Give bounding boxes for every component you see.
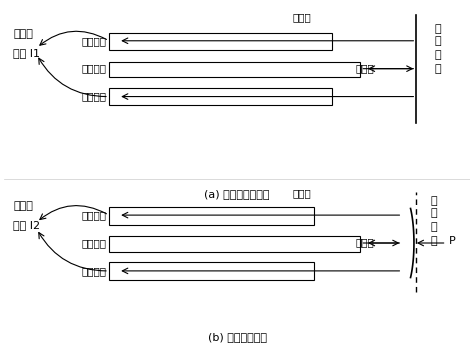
Text: 片: 片 <box>435 64 442 74</box>
Text: 反: 反 <box>430 196 437 206</box>
Text: 接受光: 接受光 <box>13 201 33 211</box>
Text: P: P <box>449 236 456 246</box>
Text: 反射光: 反射光 <box>293 188 311 198</box>
Text: 接收光纤: 接收光纤 <box>82 36 107 46</box>
Text: 弹: 弹 <box>430 222 437 232</box>
Text: 接收光纤: 接收光纤 <box>82 266 107 276</box>
Text: 弹: 弹 <box>435 50 442 60</box>
Text: (a) 反射面不受压力: (a) 反射面不受压力 <box>204 189 270 199</box>
Text: 接收光纤: 接收光纤 <box>82 91 107 101</box>
Text: 出射光: 出射光 <box>356 237 374 247</box>
Bar <box>109 33 332 50</box>
Text: 片: 片 <box>430 236 437 246</box>
Text: 接受光: 接受光 <box>13 29 33 39</box>
Text: 出射光: 出射光 <box>356 63 374 73</box>
Text: 射: 射 <box>435 36 442 46</box>
Text: 射: 射 <box>430 208 437 218</box>
Text: 强度 I2: 强度 I2 <box>13 220 41 230</box>
Bar <box>109 236 360 252</box>
Text: 反射光: 反射光 <box>293 12 311 22</box>
Bar <box>109 62 360 77</box>
Bar <box>109 207 314 225</box>
Bar <box>109 88 332 105</box>
Text: 入射光纤: 入射光纤 <box>82 238 107 248</box>
Text: 反: 反 <box>435 24 442 34</box>
Text: 入射光纤: 入射光纤 <box>82 64 107 74</box>
Text: (b) 反射面受压力: (b) 反射面受压力 <box>208 332 266 342</box>
Text: 强度 I1: 强度 I1 <box>13 48 40 58</box>
Bar <box>109 262 314 280</box>
Text: 接收光纤: 接收光纤 <box>82 210 107 220</box>
